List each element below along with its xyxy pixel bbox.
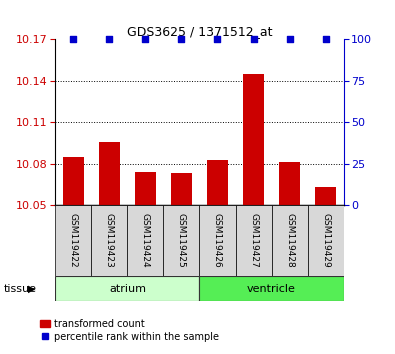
Bar [199, 205, 235, 276]
Point [142, 36, 149, 42]
Bar [279, 162, 300, 205]
Title: GDS3625 / 1371512_at: GDS3625 / 1371512_at [127, 25, 272, 38]
Point [250, 36, 257, 42]
Bar [135, 172, 156, 205]
Point [214, 36, 221, 42]
Text: tissue: tissue [4, 284, 37, 293]
Text: GSM119424: GSM119424 [141, 213, 150, 268]
Text: ▶: ▶ [28, 284, 36, 293]
Text: GSM119426: GSM119426 [213, 213, 222, 268]
Bar [91, 205, 127, 276]
Bar [308, 205, 344, 276]
Text: GSM119428: GSM119428 [285, 213, 294, 268]
Point [106, 36, 113, 42]
Text: GSM119429: GSM119429 [321, 213, 330, 268]
Bar [199, 276, 344, 301]
Text: GSM119425: GSM119425 [177, 213, 186, 268]
Point [70, 36, 77, 42]
Bar [235, 205, 272, 276]
Bar [315, 187, 337, 205]
Text: ventricle: ventricle [247, 284, 296, 293]
Text: GSM119422: GSM119422 [69, 213, 78, 268]
Text: GSM119423: GSM119423 [105, 213, 114, 268]
Bar [127, 205, 164, 276]
Bar [164, 205, 199, 276]
Text: atrium: atrium [109, 284, 146, 293]
Text: GSM119427: GSM119427 [249, 213, 258, 268]
Bar [99, 142, 120, 205]
Legend: transformed count, percentile rank within the sample: transformed count, percentile rank withi… [36, 315, 223, 346]
Point [178, 36, 184, 42]
Bar [55, 276, 199, 301]
Bar [171, 173, 192, 205]
Bar [243, 74, 264, 205]
Bar [272, 205, 308, 276]
Bar [55, 205, 91, 276]
Point [286, 36, 293, 42]
Point [322, 36, 329, 42]
Bar [62, 157, 84, 205]
Bar [207, 160, 228, 205]
